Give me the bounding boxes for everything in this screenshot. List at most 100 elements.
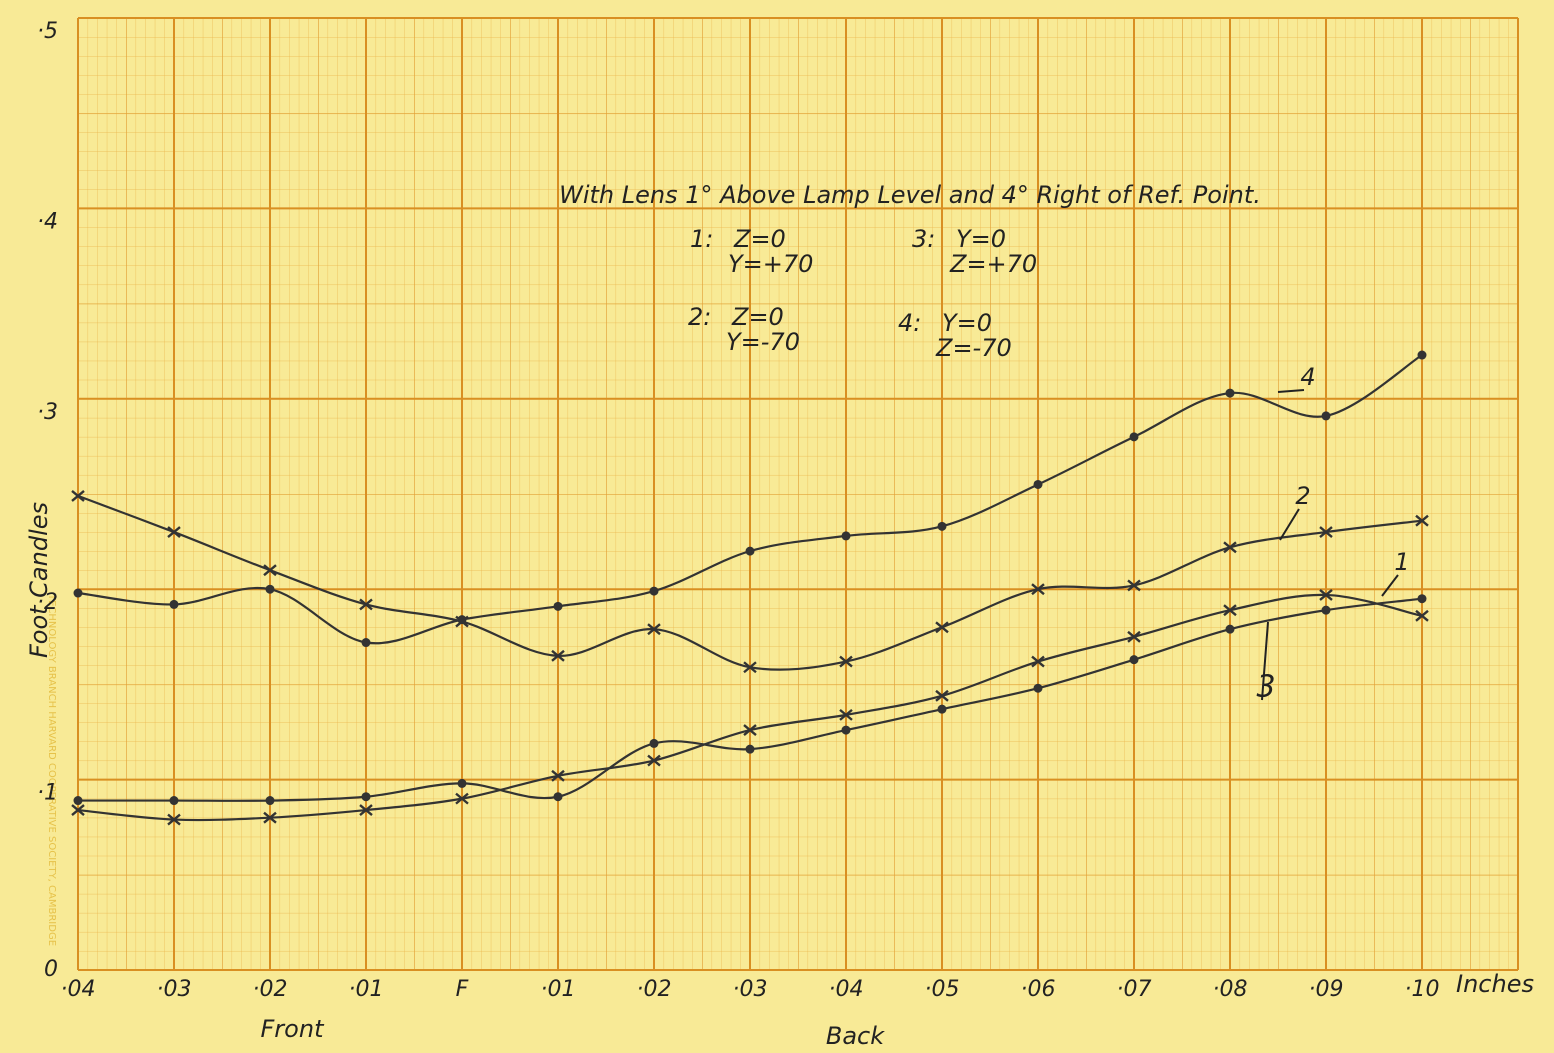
key-line: Z=0 — [731, 303, 784, 331]
data-point — [743, 661, 757, 674]
data-point — [359, 804, 373, 816]
key-line: Y=0 — [956, 225, 1006, 253]
back-label: Back — [826, 1022, 885, 1050]
x-tick-label: ·04 — [829, 977, 864, 1002]
y-axis-label: Foot Candles — [25, 502, 53, 658]
data-point — [551, 769, 565, 782]
data-point — [839, 655, 853, 668]
data-point — [1031, 655, 1045, 668]
y-tick-label: 0 — [44, 957, 58, 982]
data-point — [1223, 604, 1237, 617]
data-point — [1129, 432, 1139, 442]
key-label: 3: — [912, 225, 935, 253]
curve-arrow — [1381, 574, 1399, 597]
data-point — [647, 754, 661, 767]
data-point — [1319, 526, 1333, 539]
data-point — [265, 796, 275, 806]
y-tick-label: ·2 — [37, 590, 58, 615]
y-tick-label: ·5 — [37, 19, 58, 44]
data-point — [841, 531, 851, 541]
curve-arrow — [1261, 621, 1269, 701]
data-point — [455, 792, 469, 805]
data-point — [841, 725, 851, 735]
x-tick-label: ·09 — [1309, 977, 1344, 1002]
data-point — [1225, 624, 1235, 634]
key-line: Y=-70 — [726, 328, 800, 356]
data-point — [1031, 583, 1045, 596]
curve-arrow — [1277, 389, 1305, 393]
curve-arrow — [1279, 508, 1300, 541]
key-line: Z=0 — [733, 225, 786, 253]
data-point — [457, 778, 467, 788]
data-point — [71, 489, 85, 502]
y-tick-label: ·3 — [37, 400, 58, 425]
curve-label: 3 — [1256, 670, 1275, 705]
data-point — [553, 792, 563, 802]
data-point — [1415, 609, 1429, 622]
data-point — [1225, 388, 1235, 398]
x-tick-label: ·05 — [925, 977, 960, 1002]
key-line: Z=+70 — [949, 250, 1037, 278]
mid-grid — [78, 18, 1518, 970]
data-point — [839, 708, 853, 721]
x-tick-label: ·07 — [1117, 977, 1152, 1002]
data-point — [647, 623, 661, 636]
key-line: Y=+70 — [728, 250, 813, 278]
data-point — [1415, 514, 1429, 527]
data-point — [73, 796, 83, 806]
data-point — [361, 638, 371, 648]
plot — [71, 350, 1429, 826]
data-point — [265, 584, 275, 594]
data-point — [1321, 411, 1331, 421]
y-tick-label: ·4 — [37, 209, 58, 234]
data-point — [937, 704, 947, 714]
key-line: Y=0 — [942, 309, 992, 337]
key-label: 2: — [688, 303, 711, 331]
x-axis-label: Inches — [1456, 970, 1534, 998]
curve-label: 1 — [1394, 548, 1409, 576]
x-tick-label: ·02 — [637, 977, 672, 1002]
data-point — [935, 621, 949, 634]
data-point — [359, 598, 373, 611]
data-point — [169, 796, 179, 806]
data-point — [169, 599, 179, 609]
x-tick-label: ·03 — [157, 977, 192, 1002]
data-point — [263, 811, 277, 824]
x-tick-label: ·10 — [1405, 977, 1440, 1002]
data-point — [263, 564, 277, 577]
data-point — [73, 588, 83, 598]
y-tick-label: ·1 — [37, 781, 58, 806]
data-point — [743, 724, 757, 737]
data-point — [937, 521, 947, 531]
data-point — [551, 649, 565, 662]
data-point — [71, 804, 85, 816]
data-point — [1417, 350, 1427, 360]
data-point — [167, 526, 181, 539]
data-point — [745, 546, 755, 556]
x-tick-label: ·04 — [61, 977, 96, 1002]
chart-title: With Lens 1° Above Lamp Level and 4° Rig… — [559, 181, 1261, 209]
data-point — [1127, 579, 1141, 592]
x-tick-label: F — [456, 977, 469, 1002]
data-point — [1127, 630, 1141, 643]
curve-label: 2 — [1295, 482, 1310, 510]
x-tick-label: ·06 — [1021, 977, 1056, 1002]
x-tick-label: ·02 — [253, 977, 288, 1002]
data-point — [935, 689, 949, 702]
key-label: 4: — [898, 309, 921, 337]
data-point — [1223, 541, 1237, 554]
front-label: Front — [261, 1015, 326, 1043]
data-point — [167, 813, 181, 826]
data-point — [649, 738, 659, 748]
x-tick-label: ·01 — [349, 977, 384, 1002]
data-point — [457, 615, 467, 625]
data-point — [1033, 479, 1043, 489]
data-point — [745, 744, 755, 754]
data-point — [361, 792, 371, 802]
x-tick-label: ·08 — [1213, 977, 1248, 1002]
data-point — [1417, 594, 1427, 604]
data-point — [649, 586, 659, 596]
data-point — [1033, 683, 1043, 693]
x-tick-label: ·03 — [733, 977, 768, 1002]
